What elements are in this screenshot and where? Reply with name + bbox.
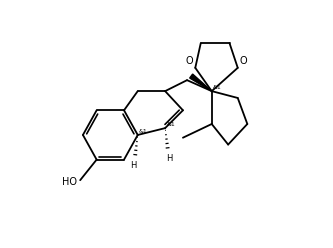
Text: &1: &1 [139, 129, 148, 134]
Text: HO: HO [63, 177, 78, 187]
Text: O: O [185, 56, 193, 66]
Text: H: H [131, 161, 137, 170]
Text: O: O [240, 56, 247, 66]
Text: &1: &1 [213, 85, 222, 90]
Polygon shape [190, 74, 212, 91]
Text: &1: &1 [166, 122, 175, 127]
Text: H: H [166, 154, 172, 163]
